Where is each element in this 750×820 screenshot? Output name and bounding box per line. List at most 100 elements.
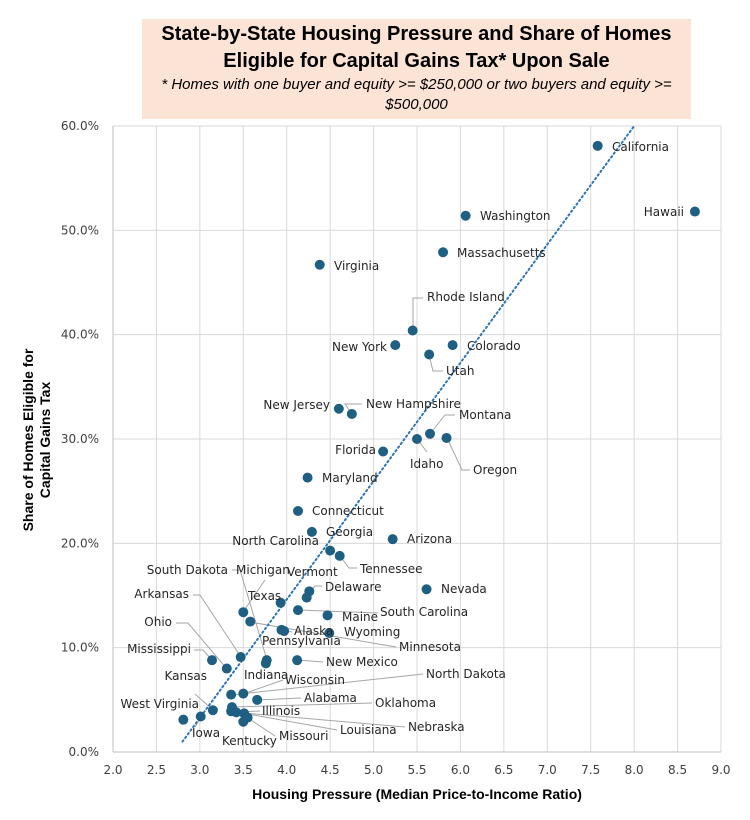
data-label: California [612, 140, 669, 154]
leader-line [247, 717, 276, 737]
data-label: South Dakota [147, 563, 228, 577]
data-label: Oregon [473, 463, 517, 477]
data-point [325, 545, 336, 556]
leader-line [446, 437, 470, 471]
leader-line [429, 414, 455, 435]
data-point [441, 432, 452, 443]
data-point [275, 597, 286, 608]
data-point [412, 434, 422, 444]
data-label: New Hampshire [366, 397, 461, 411]
data-label: Virginia [334, 259, 379, 273]
chart-subtitle: * Homes with one buyer and equity >= $25… [161, 76, 672, 113]
y-tick-label: 30.0% [61, 432, 99, 446]
leader-line [230, 673, 424, 696]
y-tick-label: 0.0% [69, 745, 100, 759]
data-label: Missouri [279, 729, 328, 743]
data-label: Arkansas [134, 587, 189, 601]
x-axis-title: Housing Pressure (Median Price-to-Income… [252, 786, 582, 802]
data-label: North Dakota [426, 667, 506, 681]
leader-line [176, 622, 228, 670]
data-label: Kansas [165, 669, 207, 683]
data-label: Wyoming [344, 625, 400, 639]
leader-line [412, 297, 423, 331]
data-label: Colorado [467, 339, 521, 353]
data-point [279, 625, 290, 636]
data-label: Nevada [441, 582, 487, 596]
y-tick-label: 50.0% [61, 223, 99, 237]
data-label: Massachusetts [457, 246, 546, 260]
leader-line [339, 555, 357, 569]
x-tick-label: 2.5 [147, 763, 166, 777]
x-tick-label: 3.0 [190, 763, 209, 777]
data-label: Louisiana [340, 723, 397, 737]
data-label: Nebraska [408, 720, 465, 734]
leader-line [297, 609, 379, 614]
data-point [424, 349, 435, 360]
x-tick-label: 9.0 [711, 763, 730, 777]
data-points [178, 140, 700, 727]
x-tick-label: 6.0 [451, 763, 470, 777]
data-label: West Virginia [120, 697, 199, 711]
data-point [293, 505, 304, 516]
data-label: Oklahoma [375, 696, 436, 710]
leader-line [249, 621, 397, 648]
leader-line [242, 679, 284, 695]
data-point [447, 340, 458, 351]
data-point [592, 140, 603, 151]
leader-line [232, 569, 268, 661]
x-tick-label: 4.5 [321, 763, 340, 777]
data-point [425, 428, 436, 439]
trendline-path [181, 125, 636, 743]
data-label: Indiana [244, 668, 288, 682]
data-label: Arizona [407, 532, 452, 546]
leader-line [243, 712, 406, 728]
data-point [238, 607, 249, 618]
leader-line [256, 697, 302, 701]
data-point [333, 403, 344, 414]
data-label: Connecticut [312, 504, 384, 518]
data-label: New Jersey [263, 398, 330, 412]
data-point [346, 408, 357, 419]
data-label: Montana [459, 408, 511, 422]
data-label: Delaware [325, 580, 382, 594]
data-label: Washington [480, 209, 551, 223]
data-point [322, 610, 333, 621]
x-tick-label: 8.0 [625, 763, 644, 777]
data-label: Mississippi [127, 642, 191, 656]
data-point [314, 259, 325, 270]
data-point [421, 584, 432, 595]
data-label: Vermont [287, 565, 338, 579]
y-tick-label: 40.0% [61, 328, 99, 342]
data-label: Alabama [304, 691, 357, 705]
x-tick-label: 2.0 [103, 763, 122, 777]
data-point [207, 655, 218, 666]
data-label: Rhode Island [427, 290, 505, 304]
chart-title: State-by-State Housing Pressure and Shar… [161, 23, 672, 72]
data-label: Florida [335, 443, 376, 457]
data-point [178, 714, 189, 725]
data-point [207, 705, 218, 716]
data-point [334, 550, 345, 561]
data-label: South Carolina [380, 605, 468, 619]
leader-line [193, 594, 242, 658]
data-label: Wisconsin [285, 673, 345, 687]
data-label: Maine [342, 610, 378, 624]
leader-line [428, 354, 443, 372]
data-point [238, 716, 249, 727]
tick-labels: 2.0 2.5 3.0 3.5 4.0 4.5 5.0 5.5 6.0 6.5 7.0 7.5 8.0 8… [61, 119, 731, 777]
gridlines [113, 125, 722, 752]
data-labels: California Hawaii Washington Massachusetts V… [120, 140, 684, 748]
x-tick-label: 3.5 [234, 763, 253, 777]
x-tick-label: 7.5 [581, 763, 600, 777]
data-point [238, 688, 249, 699]
data-point [195, 711, 206, 722]
data-point [324, 628, 335, 639]
data-point [252, 694, 263, 705]
x-tick-label: 4.0 [277, 763, 296, 777]
data-point [260, 658, 271, 669]
data-label: Ohio [144, 615, 172, 629]
y-tick-label: 60.0% [61, 119, 99, 133]
data-label: Georgia [326, 525, 373, 539]
data-label: Hawaii [644, 205, 684, 219]
